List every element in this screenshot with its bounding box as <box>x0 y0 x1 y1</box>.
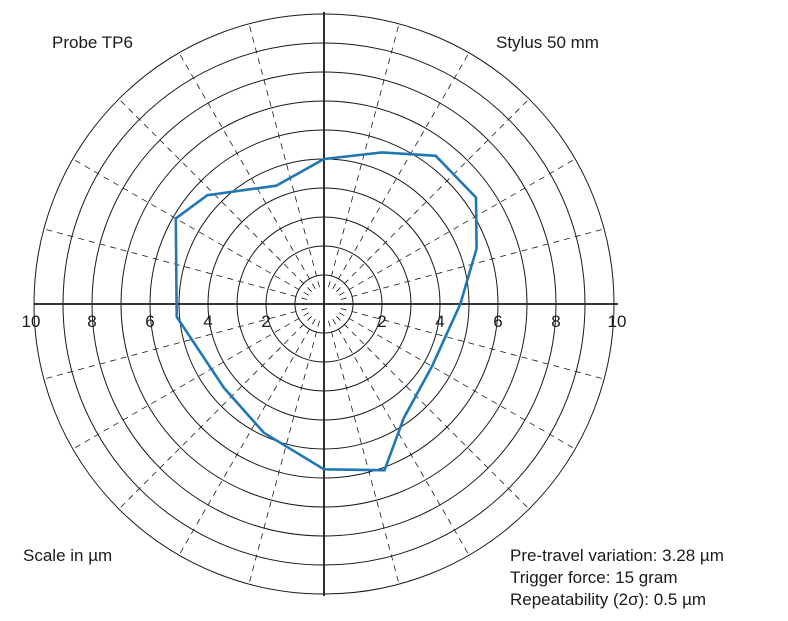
repeatability: Repeatability (2σ): 0.5 µm <box>510 590 707 609</box>
probe-label: Probe TP6 <box>52 33 133 52</box>
radial-tick-label: 8 <box>551 312 560 331</box>
series-line <box>174 151 478 472</box>
spoke <box>336 98 530 292</box>
spoke <box>248 320 320 585</box>
series-layer <box>174 151 478 472</box>
radial-tick-label: 4 <box>435 312 444 331</box>
radial-tick-labels: 10 8 6 4 2 2 4 6 8 10 <box>22 312 627 331</box>
radial-tick-label: 10 <box>608 312 627 331</box>
spoke <box>336 316 530 510</box>
spoke <box>338 158 576 296</box>
trigger-force: Trigger force: 15 gram <box>510 568 678 587</box>
spoke <box>178 52 316 290</box>
radial-tick-label: 4 <box>203 312 212 331</box>
spoke <box>72 158 310 296</box>
spoke <box>332 52 470 290</box>
spoke <box>118 316 312 510</box>
radial-tick-label: 6 <box>493 312 502 331</box>
radial-tick-label: 8 <box>87 312 96 331</box>
spoke <box>338 312 576 450</box>
spoke <box>328 320 400 585</box>
radial-tick-label: 6 <box>145 312 154 331</box>
spoke <box>248 23 320 288</box>
axes <box>34 12 618 596</box>
spoke <box>43 308 308 380</box>
radial-tick-label: 2 <box>261 312 270 331</box>
scale-label: Scale in µm <box>23 546 113 565</box>
spoke <box>340 308 605 380</box>
spec-list: Pre-travel variation: 3.28 µm Trigger fo… <box>510 545 724 611</box>
spoke <box>178 318 316 556</box>
radial-tick-label: 10 <box>22 312 41 331</box>
pre-travel-variation: Pre-travel variation: 3.28 µm <box>510 546 724 565</box>
spoke <box>72 312 310 450</box>
spoke <box>332 318 470 556</box>
stylus-label: Stylus 50 mm <box>496 33 599 52</box>
radial-tick-label: 2 <box>377 312 386 331</box>
